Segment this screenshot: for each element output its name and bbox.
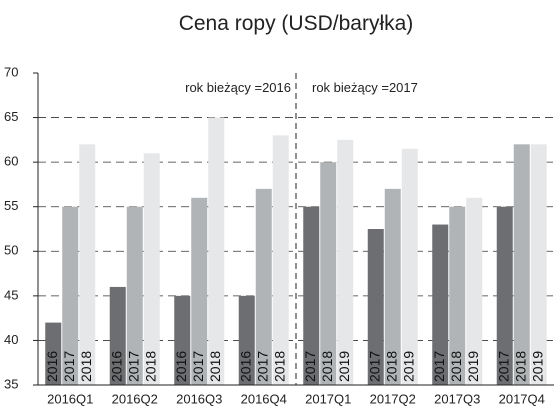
bar: [337, 139, 354, 385]
y-tick-label: 35: [4, 376, 18, 391]
bar-label: 2019: [400, 351, 416, 382]
bar-label: 2017: [61, 351, 77, 382]
bar: [530, 144, 547, 385]
bar: [208, 117, 225, 386]
bar-label: 2017: [254, 351, 270, 382]
y-tick-label: 65: [4, 109, 18, 124]
bar-label: 2018: [78, 351, 94, 382]
bar: [513, 144, 530, 385]
y-tick-label: 50: [4, 243, 18, 258]
bar-label: 2018: [383, 351, 399, 382]
x-tick-label: 2016Q2: [112, 391, 158, 406]
x-tick-label: 2016Q4: [241, 391, 287, 406]
y-tick-label: 70: [4, 64, 18, 79]
bar: [238, 295, 255, 385]
y-tick-label: 40: [4, 332, 18, 347]
bar: [320, 162, 337, 385]
bar-label: 2016: [237, 351, 253, 382]
annotation: rok bieżący =2016: [185, 80, 291, 95]
chart-title: Cena ropy (USD/baryłka): [179, 12, 414, 35]
bar: [79, 144, 96, 385]
x-tick-label: 2017Q4: [499, 391, 545, 406]
bar-label: 2017: [125, 351, 141, 382]
y-tick-label: 45: [4, 287, 18, 302]
bar-label: 2018: [271, 351, 287, 382]
bar: [109, 286, 126, 385]
bar: [143, 153, 160, 385]
bar-label: 2016: [173, 351, 189, 382]
bar-label: 2017: [431, 351, 447, 382]
bar-label: 2017: [302, 351, 318, 382]
bar-label: 2016: [108, 351, 124, 382]
bar-label: 2019: [465, 351, 481, 382]
bar: [191, 197, 208, 385]
bar: [432, 224, 449, 385]
bar: [496, 206, 513, 385]
x-tick-label: 2016Q3: [176, 391, 222, 406]
bar: [126, 206, 143, 385]
bar-label: 2018: [319, 351, 335, 382]
bar-label: 2018: [142, 351, 158, 382]
bar: [45, 322, 62, 385]
bar: [466, 197, 483, 385]
annotation: rok bieżący =2017: [312, 80, 418, 95]
y-tick-label: 55: [4, 198, 18, 213]
bar: [272, 135, 289, 385]
bar: [449, 206, 466, 385]
bar-label: 2017: [190, 351, 206, 382]
y-tick-label: 60: [4, 154, 18, 169]
bar: [174, 295, 191, 385]
x-tick-label: 2016Q1: [47, 391, 93, 406]
bar-label: 2018: [512, 351, 528, 382]
bar: [62, 206, 79, 385]
bar: [401, 148, 418, 385]
bar-label: 2018: [207, 351, 223, 382]
bar-label: 2019: [336, 351, 352, 382]
bar-label: 2016: [44, 351, 60, 382]
bar: [384, 188, 401, 385]
bar-label: 2019: [529, 351, 545, 382]
x-tick-label: 2017Q1: [305, 391, 351, 406]
x-tick-label: 2017Q2: [370, 391, 416, 406]
x-tick-label: 2017Q3: [434, 391, 480, 406]
bar: [367, 229, 384, 385]
bar-label: 2017: [495, 351, 511, 382]
bar: [303, 206, 320, 385]
bar-label: 2018: [448, 351, 464, 382]
bar: [255, 188, 272, 385]
bar-label: 2017: [366, 351, 382, 382]
